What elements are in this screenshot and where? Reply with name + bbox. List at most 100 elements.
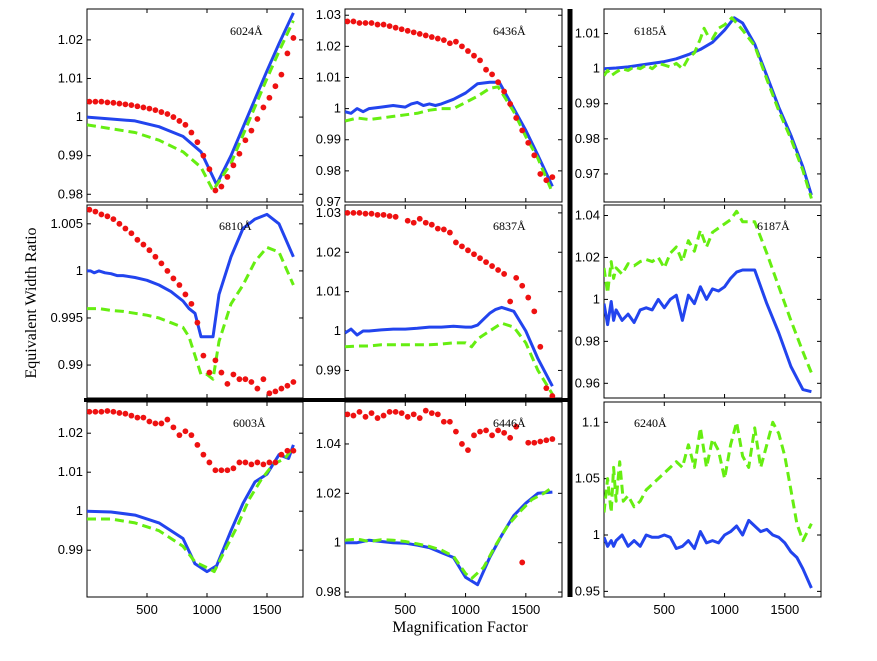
y-tick-label: 1.04 [575, 207, 600, 222]
red-data-point [194, 319, 201, 326]
red-data-point [459, 441, 465, 447]
red-data-point [465, 48, 471, 54]
y-tick-label: 1.1 [582, 414, 600, 429]
y-tick-label: 0.98 [575, 131, 600, 146]
y-tick-label: 1.03 [316, 205, 341, 220]
blue-solid-series [604, 518, 813, 589]
red-data-point [278, 451, 285, 458]
series-group [604, 16, 813, 199]
red-data-point [284, 50, 291, 57]
red-data-point [345, 411, 351, 418]
red-data-point [87, 206, 93, 213]
green-dashed-series [345, 85, 554, 194]
green-dashed-series [87, 19, 295, 192]
y-tick-label: 0.99 [58, 542, 83, 557]
y-tick-label: 1 [76, 109, 83, 124]
red-data-point [146, 105, 153, 112]
red-data-point [152, 420, 159, 427]
red-data-point [164, 268, 171, 274]
red-data-point [140, 241, 147, 248]
y-tick-label: 1.02 [316, 38, 341, 53]
red-data-point [92, 408, 99, 415]
red-data-point [446, 40, 453, 47]
red-data-point [501, 271, 508, 277]
red-data-point [122, 101, 129, 108]
red-data-point [531, 152, 538, 159]
y-tick-label: 1.02 [58, 32, 83, 47]
red-data-point [254, 459, 261, 466]
red-data-point [260, 461, 267, 468]
y-tick-label: 1.03 [316, 7, 341, 22]
red-data-point [368, 210, 375, 217]
red-data-point [434, 411, 441, 418]
red-data-point [374, 211, 381, 218]
red-data-point [531, 439, 538, 446]
red-data-point [236, 376, 243, 383]
red-data-point [146, 418, 153, 425]
red-data-point [182, 428, 189, 435]
green-dashed-series [604, 16, 813, 199]
red-data-point [200, 352, 207, 359]
red-data-point [434, 225, 441, 232]
red-data-point [260, 104, 267, 111]
red-data-point [110, 408, 117, 415]
red-data-point [368, 410, 375, 417]
red-data-point [453, 38, 459, 45]
red-data-point [465, 247, 471, 254]
red-data-point [386, 23, 393, 30]
red-data-point [236, 459, 243, 466]
red-data-point [134, 236, 141, 243]
panel-label: 6240Å [634, 416, 667, 430]
panel-frame [603, 8, 822, 203]
red-data-point [266, 94, 273, 101]
red-data-point [194, 139, 201, 146]
red-data-point [416, 31, 423, 37]
green-dashed-series [87, 446, 295, 574]
red-data-point [242, 137, 249, 144]
red-data-point [254, 116, 261, 122]
red-data-point [218, 467, 225, 474]
red-data-point [104, 99, 111, 106]
red-data-point [110, 99, 117, 106]
red-data-point [218, 183, 225, 190]
y-tick-label: 0.95 [575, 583, 600, 598]
red-data-point [525, 294, 532, 301]
red-data-point [290, 35, 297, 41]
series-group [345, 209, 556, 398]
panel-label: 6810Å [219, 219, 252, 233]
red-data-point [537, 438, 544, 445]
red-data-point [495, 79, 502, 86]
red-data-point [236, 150, 243, 157]
y-tick-label: 0.96 [575, 375, 600, 390]
y-tick-label: 0.97 [575, 166, 600, 181]
red-data-point [483, 427, 489, 434]
y-tick-label: 1.01 [316, 284, 341, 299]
red-data-point [549, 174, 556, 180]
red-data-point [128, 102, 135, 109]
y-tick-label: 0.995 [50, 310, 83, 325]
red-data-point [477, 57, 483, 64]
y-tick-label: 1.01 [58, 464, 83, 479]
red-data-point [356, 20, 363, 26]
red-data-point [164, 111, 171, 117]
red-data-point [128, 230, 135, 237]
y-tick-label: 1 [593, 61, 600, 76]
red-data-point [519, 282, 526, 289]
panel-label: 6024Å [230, 24, 263, 38]
red-data-point [495, 427, 502, 434]
series-group [87, 12, 297, 194]
red-data-point [495, 267, 502, 273]
red-data-point [188, 300, 195, 307]
red-data-point [410, 29, 417, 36]
red-data-point [92, 208, 99, 215]
red-data-point [248, 379, 255, 385]
red-data-point [362, 210, 369, 217]
y-tick-label: 0.98 [316, 163, 341, 178]
red-data-point [380, 412, 387, 419]
y-tick-label: 0.99 [58, 357, 83, 372]
red-data-point [170, 114, 177, 120]
x-tick-label: 1000 [193, 602, 222, 617]
red-data-point [513, 274, 520, 281]
red-data-point [428, 410, 435, 417]
red-data-point [152, 253, 159, 260]
